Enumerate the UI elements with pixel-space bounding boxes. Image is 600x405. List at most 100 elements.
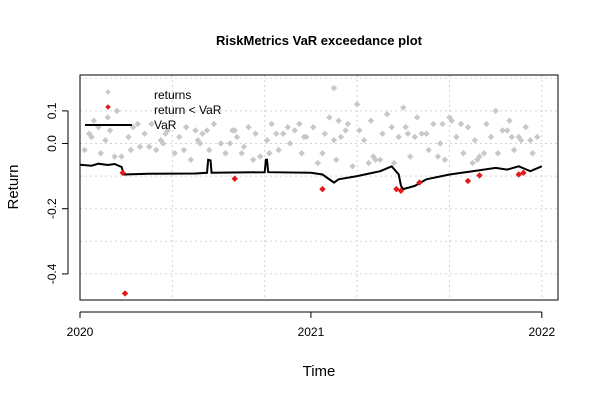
return-point [517, 137, 525, 144]
exceedance-point [464, 177, 472, 185]
return-point [390, 159, 398, 167]
x-tick-label: 2022 [528, 325, 555, 339]
return-point [111, 153, 118, 160]
return-point [249, 156, 257, 163]
return-point [106, 127, 114, 134]
return-point [129, 123, 137, 131]
return-point [113, 107, 121, 115]
exceedance-point [520, 169, 527, 177]
x-tick-label: 2020 [67, 325, 94, 339]
return-point [402, 123, 409, 131]
return-point [499, 127, 506, 134]
exceedance-point [119, 169, 126, 177]
exceedance-point [121, 290, 129, 297]
return-point [527, 137, 534, 144]
return-point [522, 123, 529, 131]
x-tick-label: 2021 [298, 325, 325, 339]
return-point [335, 117, 342, 124]
return-point [153, 146, 160, 154]
exceedance-point [416, 179, 423, 186]
return-point [199, 130, 206, 137]
return-point [90, 117, 98, 124]
return-point [480, 150, 488, 157]
return-point [337, 133, 345, 141]
y-tick-label: 0.0 [45, 135, 59, 152]
return-point [310, 123, 317, 131]
return-point [418, 130, 425, 137]
chart-title: RiskMetrics VaR exceedance plot [216, 33, 423, 48]
return-point [171, 150, 178, 157]
return-point [183, 123, 190, 131]
return-point [508, 133, 516, 141]
return-point [473, 156, 481, 163]
return-point [413, 114, 421, 121]
return-point [365, 159, 372, 167]
exceedance-point [393, 185, 400, 193]
return-point [176, 133, 183, 141]
return-point [425, 146, 432, 154]
return-point [233, 133, 241, 141]
return-point [370, 153, 377, 160]
return-point [321, 130, 328, 137]
return-point [494, 150, 502, 157]
return-point [118, 153, 125, 160]
return-point [252, 130, 259, 137]
legend-label: return < VaR [154, 103, 222, 117]
return-point [162, 130, 169, 137]
return-point [383, 110, 391, 118]
return-point [284, 123, 292, 131]
return-point [510, 146, 518, 154]
return-point [102, 137, 109, 144]
return-point [180, 146, 188, 154]
return-point [187, 156, 195, 163]
return-point [275, 146, 282, 154]
x-axis-label: Time [303, 363, 336, 380]
return-point [326, 114, 333, 121]
exceedance-point [515, 171, 522, 178]
return-point [379, 130, 386, 137]
return-point [503, 127, 511, 134]
return-point [296, 120, 303, 128]
plot-frame [79, 74, 559, 301]
return-point [240, 143, 248, 150]
y-tick-label: 0.1 [45, 102, 59, 119]
return-point [146, 143, 153, 150]
return-point [492, 107, 499, 115]
return-point [273, 130, 280, 137]
return-point [515, 133, 522, 141]
return-point [404, 130, 412, 137]
legend-label: returns [154, 88, 191, 102]
return-point [141, 130, 148, 137]
return-point [360, 137, 368, 144]
return-point [411, 133, 419, 141]
return-point [104, 114, 111, 121]
return-point [356, 127, 363, 134]
y-tick-label: -0.4 [45, 263, 59, 284]
return-point [291, 127, 298, 134]
return-point [286, 140, 294, 147]
legend-label: VaR [154, 118, 177, 132]
return-point [487, 133, 495, 141]
return-point [367, 117, 375, 124]
return-point [314, 159, 322, 167]
return-point [268, 120, 275, 128]
return-point [453, 133, 460, 141]
return-point [157, 137, 165, 144]
return-point [196, 140, 204, 147]
return-point [407, 153, 414, 160]
return-point [86, 130, 93, 137]
return-point [333, 156, 340, 163]
return-point [226, 140, 234, 147]
return-point [353, 101, 361, 108]
return-point [238, 150, 245, 157]
return-point [439, 120, 446, 128]
return-point [280, 130, 287, 137]
return-point [97, 150, 104, 157]
return-point [529, 150, 536, 157]
legend-swatch-diamond [105, 89, 111, 95]
return-point [469, 159, 476, 167]
return-point [231, 127, 238, 134]
return-point [203, 127, 211, 134]
return-point [245, 123, 252, 131]
